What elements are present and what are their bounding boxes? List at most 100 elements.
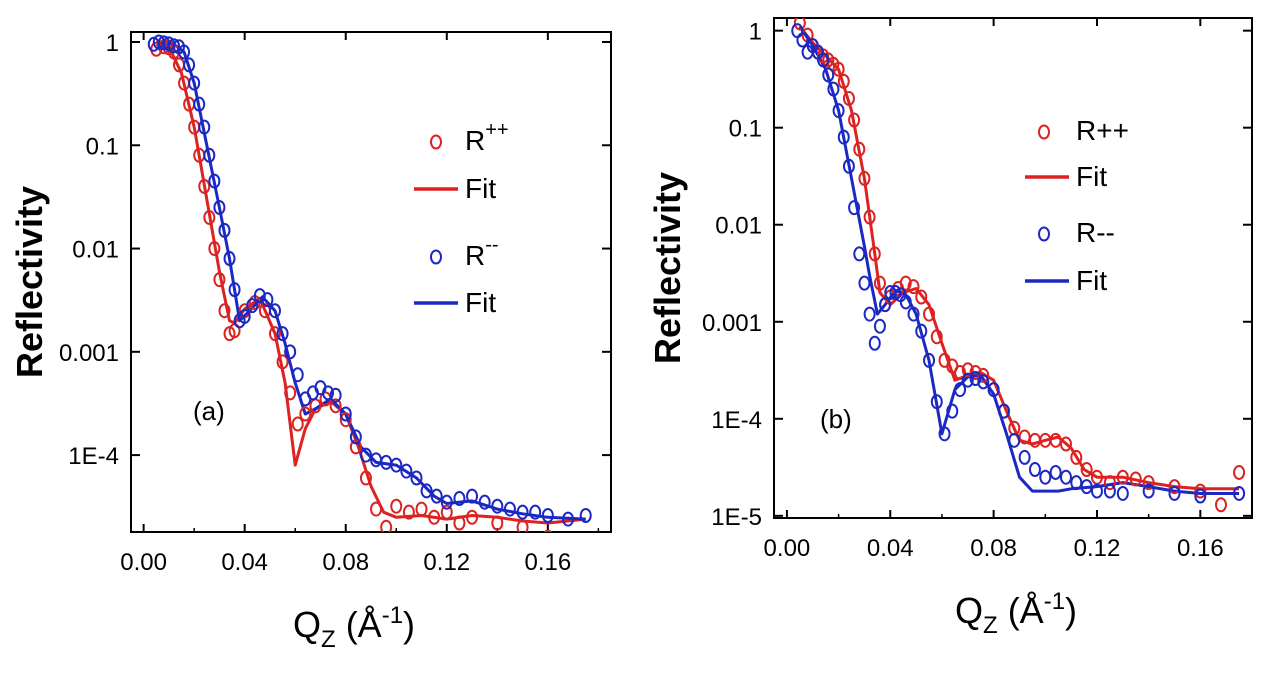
data-point — [1142, 483, 1155, 499]
data-point — [954, 382, 967, 398]
data-point — [183, 57, 196, 73]
data-point — [329, 398, 342, 414]
data-point — [796, 32, 809, 48]
data-point — [276, 354, 289, 370]
legend-label-sup: ++ — [485, 119, 508, 141]
data-point — [529, 504, 542, 520]
data-point — [491, 498, 504, 514]
data-point — [848, 112, 861, 128]
data-point — [1080, 479, 1093, 495]
data-point — [1168, 485, 1181, 501]
data-point — [1103, 483, 1116, 499]
data-point — [1070, 449, 1083, 465]
data-point — [837, 73, 850, 89]
y-tick-label: 1E-4 — [68, 443, 119, 470]
data-point — [915, 289, 928, 305]
data-point — [977, 367, 990, 383]
data-point — [863, 306, 876, 322]
data-point — [1059, 469, 1072, 485]
y-tick-label: 1E-4 — [711, 407, 762, 434]
data-point — [208, 173, 221, 189]
data-point — [1049, 432, 1062, 448]
x-tick-label: 0.08 — [322, 549, 369, 576]
legend: R++ Fit R-- Fit — [1025, 115, 1129, 296]
legend-label: Fit — [1076, 265, 1107, 296]
plot-data — [147, 34, 592, 532]
data-point — [453, 515, 466, 531]
data-point — [1233, 464, 1246, 480]
data-point — [907, 306, 920, 322]
data-point — [930, 394, 943, 410]
y-tick-label: 0.001 — [59, 340, 119, 367]
y-tick-label: 0.01 — [715, 213, 762, 240]
data-point — [428, 509, 441, 525]
data-point — [899, 275, 912, 291]
data-point — [253, 288, 266, 304]
data-point — [853, 246, 866, 262]
data-point — [1142, 475, 1155, 491]
data-point — [832, 103, 845, 119]
y-axis-title: Reflectivity — [647, 172, 688, 364]
x-tick-label: 0.16 — [524, 549, 571, 576]
data-point — [291, 367, 304, 383]
data-point — [899, 294, 912, 310]
legend-label-main: Fit — [465, 287, 496, 318]
data-point — [858, 170, 871, 186]
data-point — [1168, 479, 1181, 495]
plot-data — [791, 18, 1246, 513]
data-point — [238, 308, 251, 324]
legend-marker — [430, 249, 442, 265]
data-point — [359, 470, 372, 486]
legend-label: Fit — [465, 287, 496, 318]
legend-label-main: Fit — [465, 173, 496, 204]
data-point — [1039, 469, 1052, 485]
data-point — [1008, 432, 1021, 448]
data-point — [907, 279, 920, 295]
data-point — [817, 52, 830, 68]
data-point — [198, 119, 211, 135]
data-point — [178, 44, 191, 60]
y-axis-title: Reflectivity — [9, 186, 50, 378]
data-point — [188, 75, 201, 91]
data-point — [1028, 432, 1041, 448]
y-tick-label: 0.1 — [86, 133, 119, 160]
data-point — [842, 158, 855, 174]
legend-label-main: R++ — [1076, 115, 1129, 146]
x-axis-title: QZ (Å-1) — [955, 588, 1077, 639]
chart-panel-a: 0.00 0.04 0.08 0.12 0.16 1 0.1 0.01 0.001 1E-4 Ref… — [9, 30, 612, 653]
data-point — [1116, 469, 1129, 485]
data-point — [822, 67, 835, 83]
x-tick-label: 0.08 — [970, 535, 1017, 562]
data-point — [478, 494, 491, 510]
data-point — [453, 490, 466, 506]
x-axis-title-sub: Z — [321, 626, 336, 653]
data-point — [491, 515, 504, 531]
data-point — [930, 329, 943, 345]
data-point — [430, 488, 443, 504]
x-axis-title-close: ) — [1065, 590, 1077, 631]
data-point — [889, 285, 902, 301]
data-point — [923, 306, 936, 322]
data-point — [793, 18, 806, 31]
data-point — [858, 275, 871, 291]
data-point — [223, 251, 236, 267]
legend-label-sup: -- — [485, 234, 498, 256]
data-point — [1028, 462, 1041, 478]
data-point — [380, 519, 393, 532]
data-point — [1090, 483, 1103, 499]
data-point — [359, 447, 372, 463]
x-axis-title-close: ) — [403, 604, 415, 645]
data-point — [1116, 485, 1129, 501]
data-point — [1103, 475, 1116, 491]
data-point — [339, 412, 352, 428]
data-point — [853, 141, 866, 157]
x-axis-title-sup: -1 — [382, 602, 403, 629]
x-axis-title: QZ (Å-1) — [293, 602, 415, 653]
legend-label-main: R-- — [1076, 217, 1115, 248]
data-point — [440, 504, 453, 520]
data-point — [415, 501, 428, 517]
y-tick-label: 1E-5 — [711, 504, 762, 531]
legend-label: R++ — [1076, 115, 1129, 146]
data-point — [879, 297, 892, 313]
